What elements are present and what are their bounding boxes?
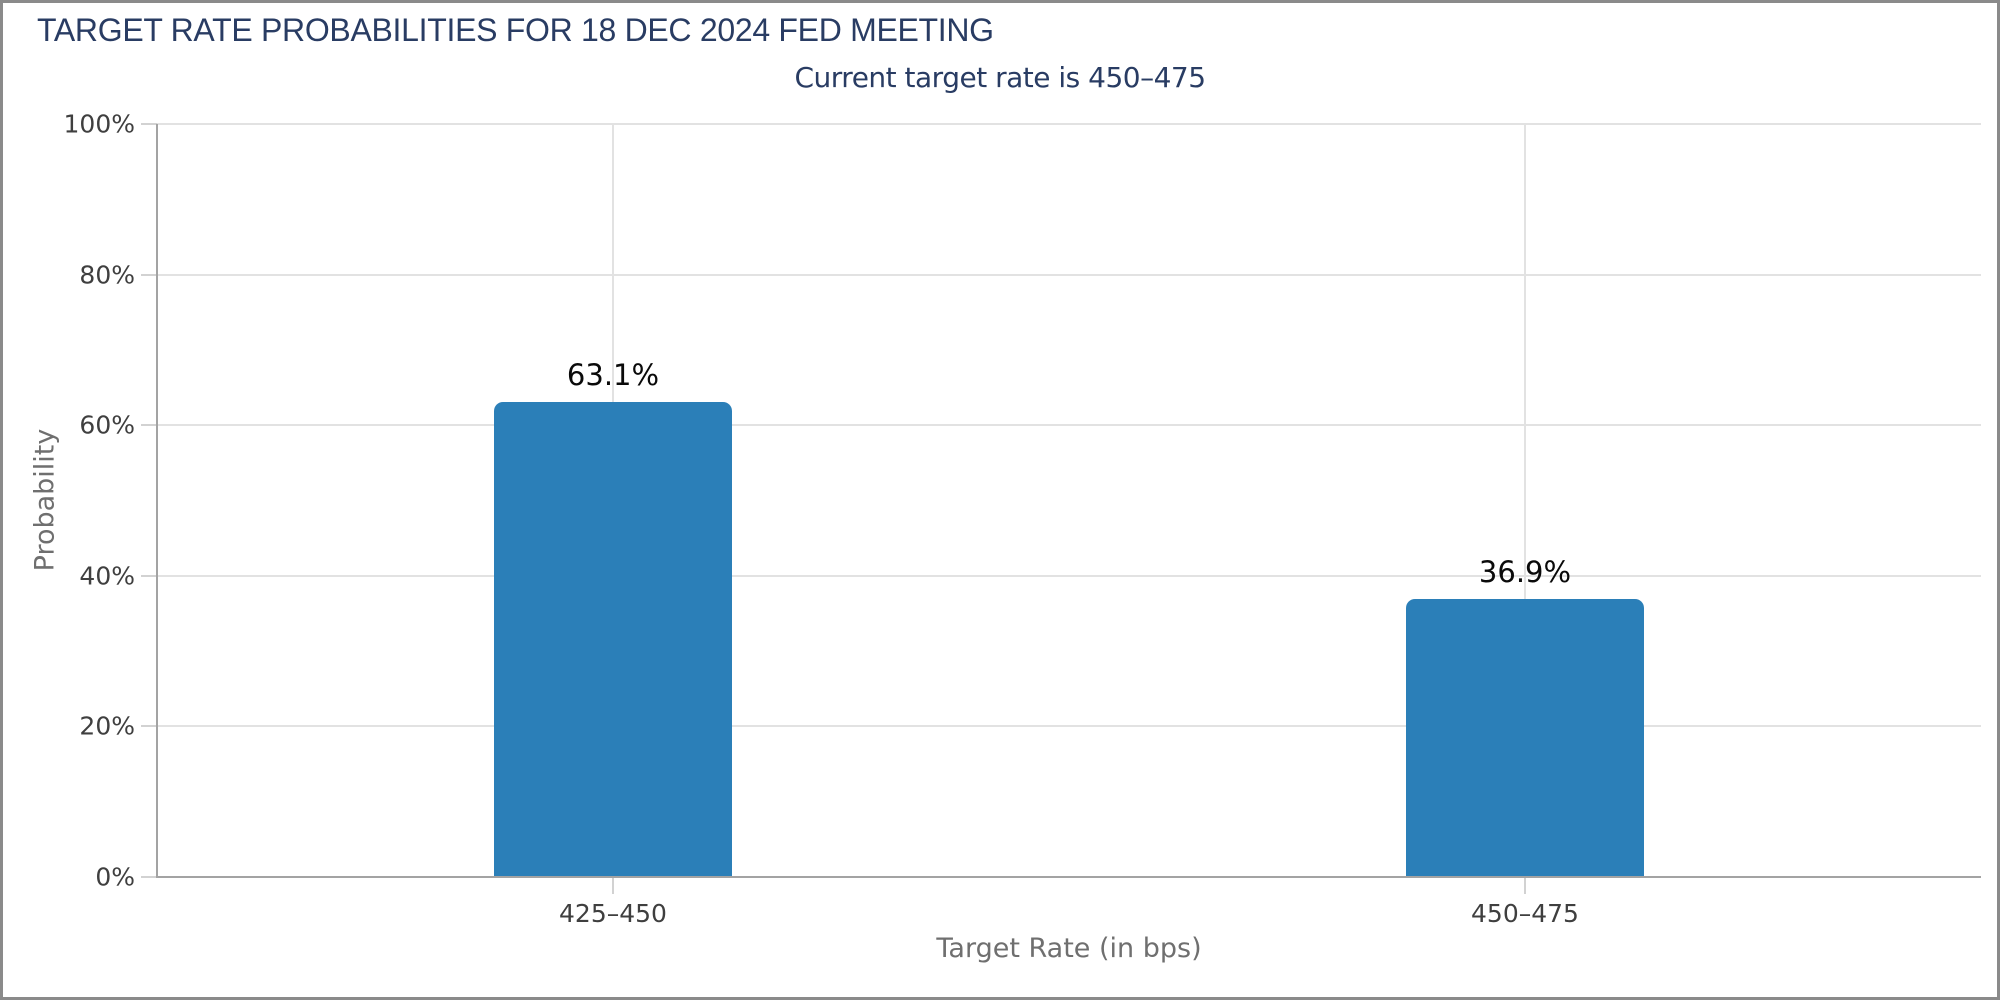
y-tick-mark (141, 273, 157, 276)
gridline-horizontal (157, 424, 1981, 427)
y-tick-label: 20% (79, 711, 135, 741)
y-axis-title: Probability (29, 428, 61, 572)
y-tick-label: 0% (95, 862, 135, 892)
gridline-horizontal (157, 273, 1981, 276)
gridline-horizontal (157, 574, 1981, 577)
bar-value-label: 63.1% (566, 357, 660, 392)
y-tick-mark (141, 574, 157, 577)
x-tick-label: 425–450 (559, 899, 667, 928)
x-axis-line (156, 876, 1981, 878)
y-tick-label: 40% (79, 561, 135, 591)
x-tick-mark (612, 877, 614, 894)
y-tick-label: 80% (79, 260, 135, 290)
y-tick-label: 60% (79, 410, 135, 440)
bar[interactable] (1406, 599, 1644, 877)
chart-subtitle: Current target rate is 450–475 (794, 61, 1206, 94)
y-tick-label: 100% (63, 109, 135, 139)
gridline-vertical (1524, 124, 1526, 877)
y-tick-mark (141, 123, 157, 125)
plot-area: 0% 20% 40% 60% 80% 100% 63.1% 425–450 36.9% 450–4… (64, 110, 1981, 928)
y-tick-mark (141, 876, 157, 878)
gridline-horizontal (157, 123, 1981, 125)
x-axis-title: Target Rate (in bps) (936, 933, 1202, 964)
gridline-horizontal (157, 725, 1981, 728)
bar-value-label: 36.9% (1478, 555, 1572, 590)
chart-title: TARGET RATE PROBABILITIES FOR 18 DEC 202… (37, 12, 994, 48)
y-tick-mark (141, 725, 157, 728)
bar[interactable] (494, 401, 732, 877)
x-tick-label: 450–475 (1471, 899, 1579, 928)
y-axis-line (156, 124, 158, 877)
x-tick-mark (1524, 877, 1526, 894)
y-tick-mark (141, 424, 157, 427)
